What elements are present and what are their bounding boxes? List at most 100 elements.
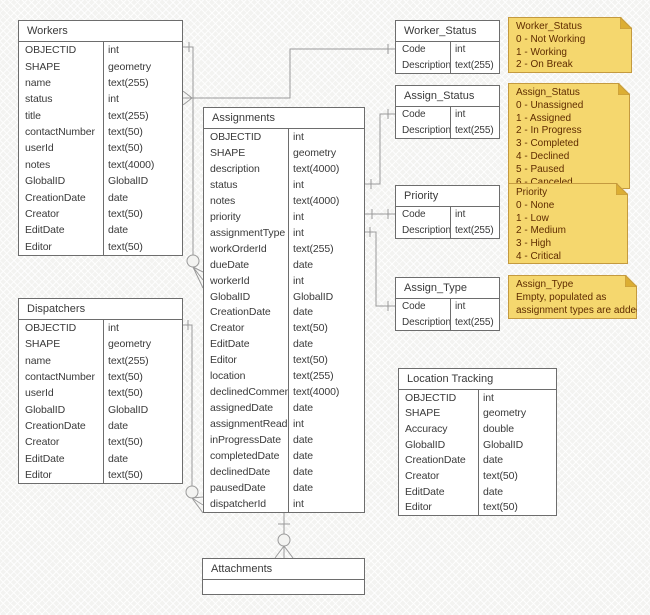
table-workers[interactable]: Workers OBJECTID int SHAPE geometry name text(… (18, 20, 183, 256)
table-assignments[interactable]: Assignments OBJECTID int SHAPE geometry descr… (203, 107, 365, 513)
note-line: 3 - Completed (516, 138, 579, 150)
field-row: assignmentRead int (204, 416, 364, 432)
relation-assignments-priority (365, 209, 395, 219)
table-assign-status[interactable]: Assign_Status Code int Description text(255) (395, 85, 500, 139)
field-name: workOrderId (210, 242, 267, 255)
table-title: Assignments (204, 108, 364, 129)
field-type: text(255) (108, 354, 149, 367)
field-name: workerId (210, 274, 250, 287)
field-type: text(4000) (293, 386, 340, 399)
note-title: Assign_Status (516, 87, 580, 98)
field-row: Editor text(50) (204, 352, 364, 368)
field-name: userId (25, 387, 54, 400)
field-type: geometry (108, 60, 151, 73)
column-divider (288, 129, 289, 512)
field-row: pausedDate date (204, 480, 364, 496)
relation-assignments-assign-type (365, 227, 395, 311)
field-row: Accuracy double (399, 421, 556, 437)
field-type: text(50) (108, 142, 143, 155)
field-name: inProgressDate (210, 434, 281, 447)
note-line: 2 - Medium (516, 225, 567, 237)
field-type: geometry (108, 338, 151, 351)
field-row: workerId int (204, 273, 364, 289)
priority-note[interactable]: Priority 0 - None 1 - Low 2 - Medium 3 - Hig… (508, 183, 628, 264)
note-line: 4 - Declined (516, 150, 570, 162)
table-title: Worker_Status (396, 21, 499, 42)
field-name: GlobalID (25, 175, 66, 188)
field-name: CreationDate (210, 306, 271, 319)
assign-status-note[interactable]: Assign_Status 0 - Unassigned 1 - Assigned 2… (508, 83, 630, 189)
field-type: text(255) (455, 59, 494, 71)
field-row: Editor text(50) (19, 467, 182, 483)
field-name: name (25, 76, 51, 89)
field-type: text(4000) (293, 194, 340, 207)
field-type: int (293, 274, 304, 287)
field-name: Creator (405, 469, 440, 482)
field-row: Creator text(50) (19, 206, 182, 222)
table-body: OBJECTID int SHAPE geometry description text(… (204, 129, 364, 512)
relation-workers-assignments (183, 42, 204, 289)
field-type: date (483, 485, 504, 498)
table-location-tracking[interactable]: Location Tracking OBJECTID int SHAPE geometr… (398, 368, 557, 516)
assign-type-note[interactable]: Assign_Type Empty, populated as assignment… (508, 275, 637, 319)
note-title: Assign_Type (516, 279, 574, 290)
field-type: date (108, 419, 129, 432)
field-name: CreationDate (405, 454, 466, 467)
field-name: name (25, 354, 51, 367)
field-row: declinedDate date (204, 464, 364, 480)
field-row: assignmentType int (204, 225, 364, 241)
connector-line (183, 324, 193, 486)
field-name: description (210, 162, 260, 175)
field-row: inProgressDate date (204, 432, 364, 448)
field-type: int (293, 418, 304, 431)
field-row: GlobalID GlobalID (399, 437, 556, 453)
field-type: date (293, 434, 314, 447)
field-type: int (108, 93, 119, 106)
worker-status-note[interactable]: Worker_Status 0 - Not Working 1 - Working 2… (508, 17, 632, 73)
folded-corner-icon (620, 17, 632, 29)
field-row: SHAPE geometry (19, 58, 182, 74)
field-row: title text(255) (19, 108, 182, 124)
connector-line (183, 46, 194, 255)
field-row: priority int (204, 209, 364, 225)
table-attachments[interactable]: Attachments (202, 558, 365, 595)
field-type: int (108, 322, 119, 335)
table-priority[interactable]: Priority Code int Description text(255) (395, 185, 500, 239)
field-type: GlobalID (483, 438, 524, 451)
note-line: Empty, populated as (516, 291, 607, 303)
field-name: dispatcherId (210, 497, 267, 510)
field-name: Editor (25, 240, 52, 253)
note-line: 3 - High (516, 238, 552, 250)
field-name: GlobalID (25, 403, 66, 416)
field-row: CreationDate date (399, 453, 556, 469)
field-name: Creator (210, 322, 245, 335)
table-worker-status[interactable]: Worker_Status Code int Description text(255) (395, 20, 500, 74)
field-name: Description (402, 124, 450, 136)
field-row: Description text(255) (396, 223, 499, 239)
field-row: userId text(50) (19, 140, 182, 156)
field-type: int (455, 109, 466, 121)
field-row: Description text(255) (396, 315, 499, 331)
field-type: date (293, 450, 314, 463)
field-row: location text(255) (204, 368, 364, 384)
relation-dispatchers-assignments (183, 320, 204, 514)
field-row: SHAPE geometry (204, 145, 364, 161)
field-name: location (210, 370, 246, 383)
note-line: 0 - Unassigned (516, 99, 584, 111)
folded-corner-icon (616, 183, 628, 195)
field-type: int (455, 44, 466, 56)
field-name: Editor (25, 468, 52, 481)
note-line: 1 - Low (516, 212, 549, 224)
field-name: SHAPE (405, 407, 441, 420)
connector-line (365, 113, 395, 185)
table-assign-type[interactable]: Assign_Type Code int Description text(255) (395, 277, 500, 331)
zero-circle-icon (186, 254, 200, 268)
zero-circle-icon (277, 533, 291, 547)
table-dispatchers[interactable]: Dispatchers OBJECTID int SHAPE geometry name t… (18, 298, 183, 484)
field-type: text(50) (108, 387, 143, 400)
relation-assignments-attachments (274, 513, 294, 559)
field-name: priority (210, 210, 241, 223)
field-type: GlobalID (108, 175, 149, 188)
field-name: OBJECTID (210, 130, 262, 143)
field-name: status (210, 178, 238, 191)
